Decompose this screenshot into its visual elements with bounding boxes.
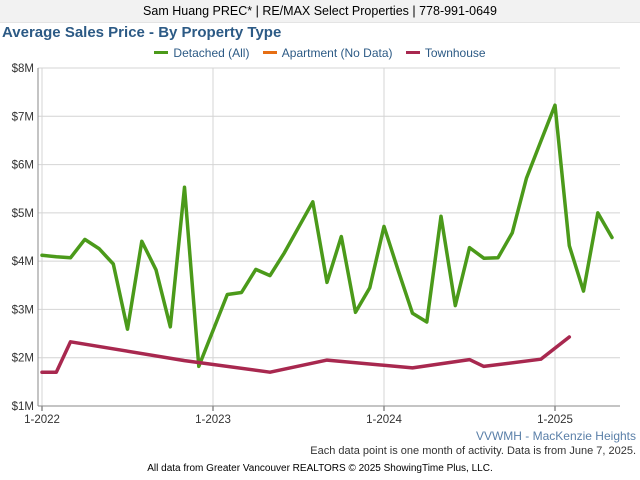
legend-item-apartment[interactable]: Apartment (No Data) [262,46,393,60]
x-tick-label: 1-2024 [366,414,402,426]
source-footer: All data from Greater Vancouver REALTORS… [147,463,493,474]
grid-layer [38,67,620,407]
x-tick-label: 1-2023 [195,414,231,426]
y-tick-label: $8M [12,63,34,75]
agent-header-bar: Sam Huang PREC* | RE/MAX Select Properti… [0,0,640,23]
legend-label-apartment: Apartment (No Data) [281,46,393,60]
y-tick-label: $1M [12,401,34,413]
chart-title: Average Sales Price - By Property Type [2,24,282,41]
series-line-detached[interactable] [40,103,614,369]
agent-header-text: Sam Huang PREC* | RE/MAX Select Properti… [143,4,497,18]
y-tick-label: $2M [12,353,34,365]
y-tick-label: $7M [12,111,34,123]
y-tick-label: $3M [12,304,34,316]
y-tick-label: $6M [12,160,34,172]
x-tick-label: 1-2022 [24,414,60,426]
y-tick-label: $5M [12,208,34,220]
legend-swatch-townhouse [405,51,420,55]
legend-label-detached: Detached (All) [173,46,250,60]
legend-swatch-apartment [262,51,277,55]
y-tick-label: $4M [12,256,34,268]
legend-item-townhouse[interactable]: Townhouse [405,46,486,60]
legend-swatch-detached [154,51,169,55]
series-line-townhouse[interactable] [40,335,572,374]
legend-label-townhouse: Townhouse [424,46,486,60]
legend-item-detached[interactable]: Detached (All) [154,46,249,60]
region-note: VVWMH - MacKenzie Heights [475,429,636,443]
axis-layer: $1M $2M $3M $4M $5M $6M $7M $8M 1-2022 1-2023 1-20… [12,63,620,426]
series-layer [40,103,614,374]
plot-area [38,68,620,406]
legend: Detached (All) Apartment (No Data) Townh… [0,46,640,60]
x-tick-label: 1-2025 [537,414,573,426]
activity-note: Each data point is one month of activity… [310,445,636,457]
